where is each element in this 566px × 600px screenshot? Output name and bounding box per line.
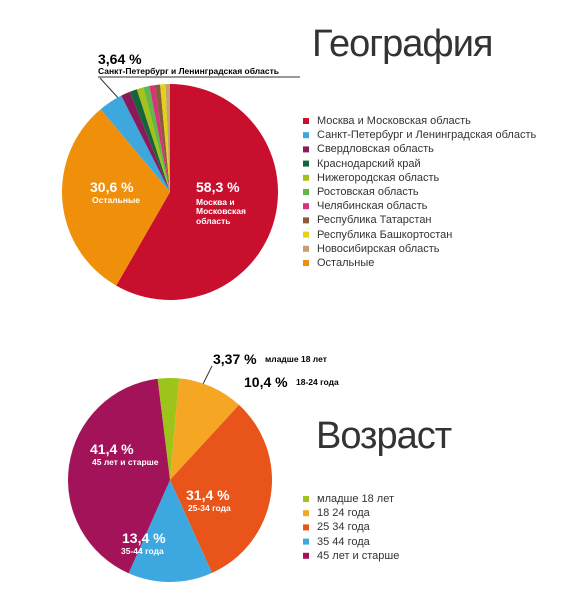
legend-label: 18 24 года [317,507,370,520]
slice-label: 18-24 года [296,377,339,387]
pie-slice [149,85,170,192]
legend-marker [303,217,309,224]
pie-slice [170,404,272,573]
pie-slice [129,89,170,192]
legend-marker [303,174,309,181]
legend-marker [303,245,309,252]
pie-slice [154,84,170,192]
chart-title: География [312,23,493,65]
value-label: 3,37 % [213,351,257,367]
legend-label: Республика Татарстан [317,214,432,227]
slice-label: Остальные [92,195,140,205]
legend-marker [303,146,309,153]
legend-marker [303,132,309,139]
pie-slice [100,95,170,192]
legend-label: Новосибирская область [317,242,440,255]
slice-label: 25-34 года [188,503,231,513]
slice-label: 35-44 года [121,546,164,556]
legend-label: Москва и Московская область [317,115,471,127]
pie-slice [116,84,278,300]
legend-marker [303,118,309,124]
pie-slice [170,378,240,480]
legend-label: младше 18 лет [317,493,395,505]
slice-label: Санкт-Петербург и Ленинградская область [98,66,280,76]
legend-label: Санкт-Петербург и Ленинградская область [317,129,537,142]
legend-marker [303,524,309,531]
legend-marker [303,260,309,266]
legend-label: Свердловская область [317,143,434,156]
pie-slice [143,85,170,192]
value-label: 13,4 % [122,530,166,546]
pie-slice [121,91,170,192]
pie-slice [165,84,170,192]
value-label: 10,4 % [244,374,288,390]
legend-label: Нижегородская область [317,171,440,184]
slice-label: младше 18 лет [265,354,327,364]
pie-slice [68,378,170,574]
legend-marker [303,538,309,545]
legend-label: 35 44 года [317,535,370,548]
legend-label: 45 лет и старше [317,549,400,562]
pie-slice [160,84,170,192]
leader-line [201,365,213,387]
pie-slice [136,87,170,192]
slice-label: Москва и Московская область [196,197,246,226]
legend-marker [303,510,309,517]
legend-marker [303,552,309,559]
legend-marker [303,160,309,167]
legend-label: 25 34 года [317,521,370,534]
leader-line [99,77,121,101]
legend-label: Республика Башкортостан [317,228,453,241]
value-label: 41,4 % [90,441,134,457]
legend-marker [303,496,309,502]
legend-label: Челябинская область [317,200,428,213]
legend-marker [303,189,309,195]
value-label: 30,6 % [90,179,134,195]
legend-label: Краснодарский край [317,157,421,170]
legend-marker [303,231,309,238]
value-label: 3,64 % [98,51,142,67]
pie-slice [62,109,170,286]
chart-title: Возраст [316,415,452,457]
pie-slice [157,378,180,480]
pie-slice [128,480,213,582]
value-label: 31,4 % [186,487,230,503]
legend-label: Остальные [317,257,375,269]
value-label: 58,3 % [196,179,240,195]
slice-label: 45 лет и старше [92,457,159,467]
legend-marker [303,203,309,210]
legend-label: Ростовская область [317,186,419,198]
